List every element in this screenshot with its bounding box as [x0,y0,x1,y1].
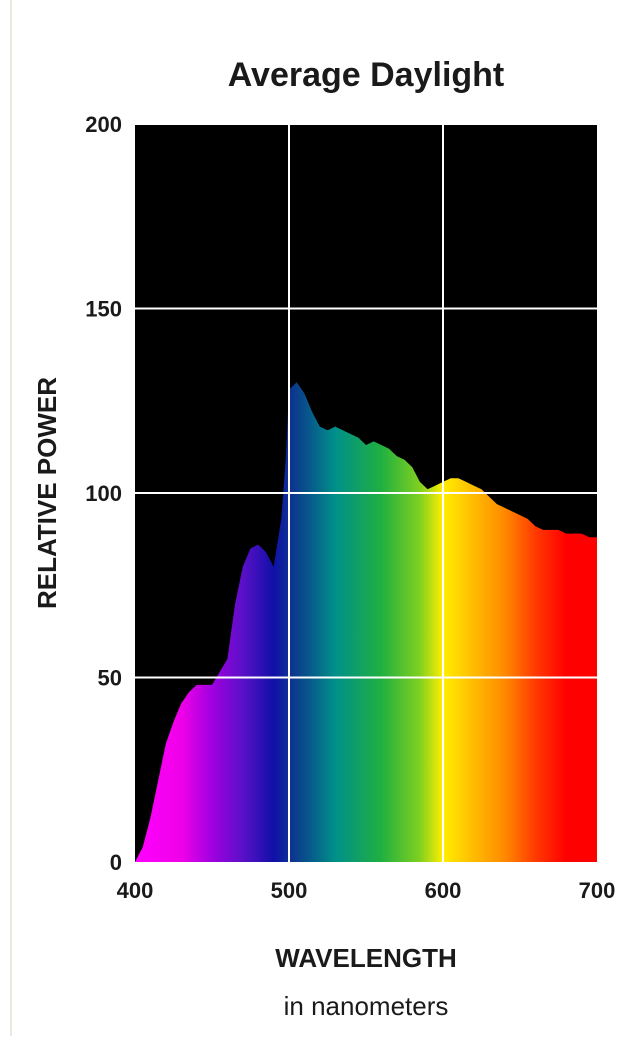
y-axis-label: RELATIVE POWER [32,377,62,609]
y-tick-label: 200 [85,112,122,137]
y-tick-label: 150 [85,297,122,322]
x-tick-labels: 400 500 600 700 [117,878,616,903]
y-tick-label: 0 [110,850,122,875]
gridlines [135,123,597,862]
x-tick-label: 700 [579,878,616,903]
left-edge-line [10,0,12,1036]
x-tick-label: 500 [271,878,308,903]
y-tick-label: 50 [98,666,122,691]
x-tick-label: 600 [425,878,462,903]
chart-title: Average Daylight [228,56,505,94]
x-axis-sublabel: in nanometers [284,991,449,1021]
x-tick-label: 400 [117,878,154,903]
x-axis-label: WAVELENGTH [275,943,457,973]
spectrum-area [135,382,597,862]
y-tick-label: 100 [85,481,122,506]
y-tick-labels: 0 50 100 150 200 [85,112,122,875]
